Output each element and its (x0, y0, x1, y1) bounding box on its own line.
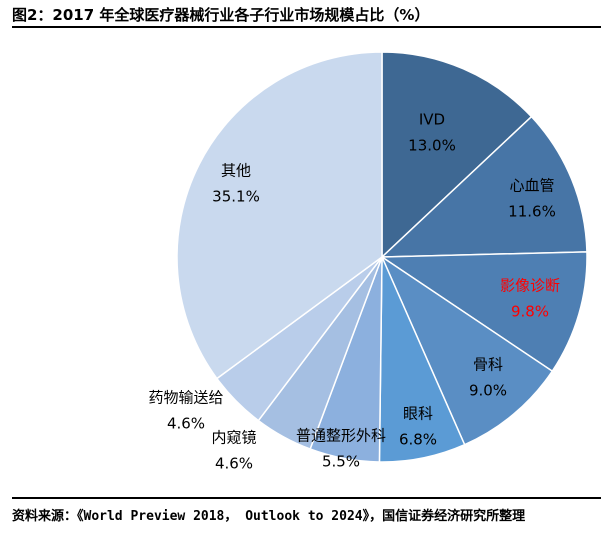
slice-category-label: 普通整形外科 (296, 427, 386, 445)
slice-category-label: 其他 (221, 162, 251, 180)
slice-category-label: 眼科 (403, 405, 433, 423)
slice-value-label: 13.0% (408, 137, 456, 155)
source-note: 资料来源：《World Preview 2018， Outlook to 202… (12, 509, 526, 524)
slice-category-label: 内窥镜 (211, 429, 256, 447)
pie-slice (176, 51, 383, 380)
pie-slice (380, 254, 554, 446)
slice-value-label: 35.1% (212, 188, 260, 206)
slice-value-label: 5.5% (322, 453, 360, 471)
slice-value-label: 9.8% (511, 303, 549, 321)
slice-value-label: 11.6% (508, 203, 556, 221)
slice-value-label: 9.0% (469, 382, 507, 400)
slice-category-label: 心血管 (509, 177, 554, 195)
slice-category-label: IVD (419, 111, 445, 129)
slice-category-label: 骨科 (473, 356, 503, 374)
slice-value-label: 4.6% (167, 415, 205, 433)
pie-slice (381, 51, 533, 259)
slice-value-label: 6.8% (399, 431, 437, 449)
slice-category-label: 影像诊断 (500, 277, 560, 295)
slice-value-label: 4.6% (215, 455, 253, 473)
chart-title: 图2：2017 年全球医疗器械行业各子行业市场规模占比（%） (12, 6, 430, 24)
source-divider (12, 497, 601, 499)
title-divider (12, 26, 601, 28)
pie-slice (380, 115, 588, 258)
slice-category-label: 药物输送给 (148, 389, 223, 407)
pie-slice (379, 251, 588, 373)
